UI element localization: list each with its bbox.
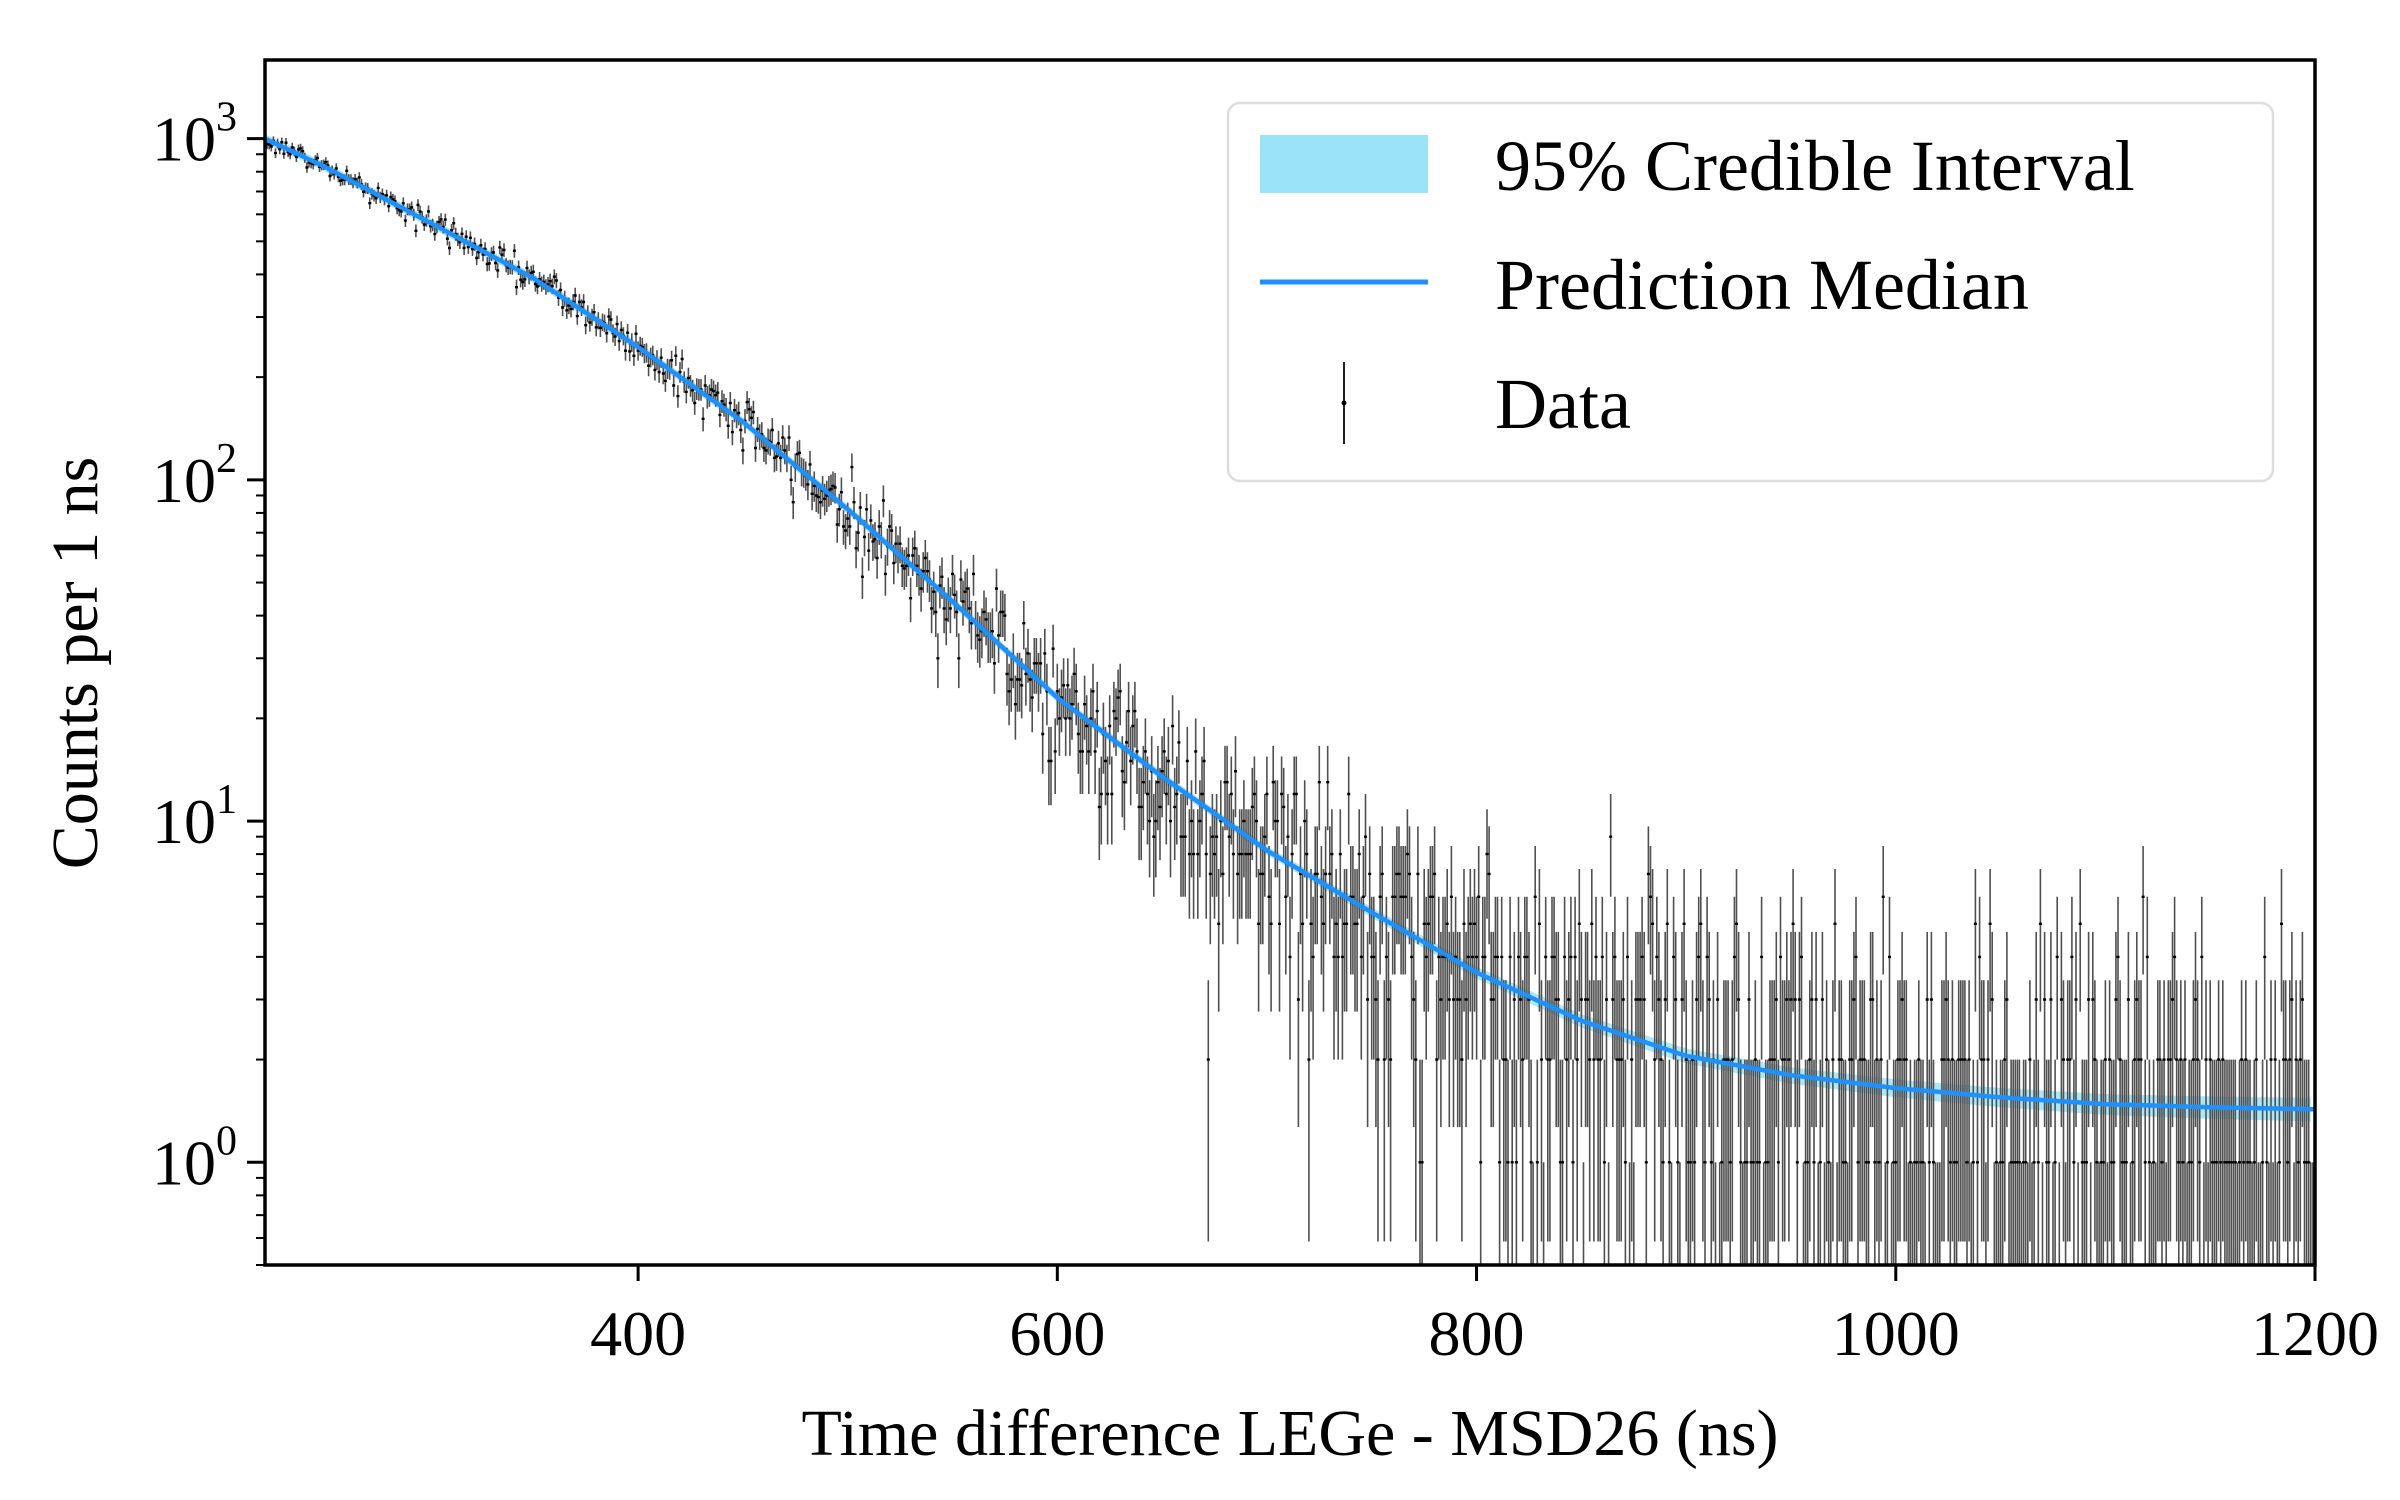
legend: 95% Credible Interval Prediction Median … — [1226, 101, 2275, 483]
y-tick-label: 103 — [152, 95, 237, 175]
x-tick-label: 400 — [590, 1298, 686, 1369]
legend-median-label: Prediction Median — [1495, 245, 2029, 325]
legend-frame — [1226, 101, 2275, 483]
y-tick-label: 101 — [152, 777, 237, 857]
y-axis-ticks: 100 101 102 103 — [152, 95, 265, 1266]
x-axis-label: Time difference LEGe - MSD26 (ns) — [802, 1397, 1779, 1470]
x-axis-ticks: 400 600 800 1000 1200 — [590, 1265, 2379, 1369]
plot-frame — [263, 58, 2317, 1267]
legend-data-label: Data — [1495, 364, 1631, 444]
y-axis-label: Counts per 1 ns — [39, 457, 112, 870]
y-tick-label: 100 — [152, 1118, 237, 1198]
legend-band-swatch — [1260, 135, 1428, 193]
x-tick-label: 1200 — [2251, 1298, 2379, 1369]
y-tick-label: 102 — [152, 436, 237, 516]
x-tick-label: 1000 — [1832, 1298, 1960, 1369]
legend-data-marker — [1341, 400, 1347, 406]
prediction-median-line — [264, 136, 2316, 1112]
legend-band-label: 95% Credible Interval — [1495, 126, 2135, 206]
x-tick-label: 600 — [1009, 1298, 1105, 1369]
median-line-path — [264, 136, 2316, 1112]
x-tick-label: 800 — [1429, 1298, 1525, 1369]
